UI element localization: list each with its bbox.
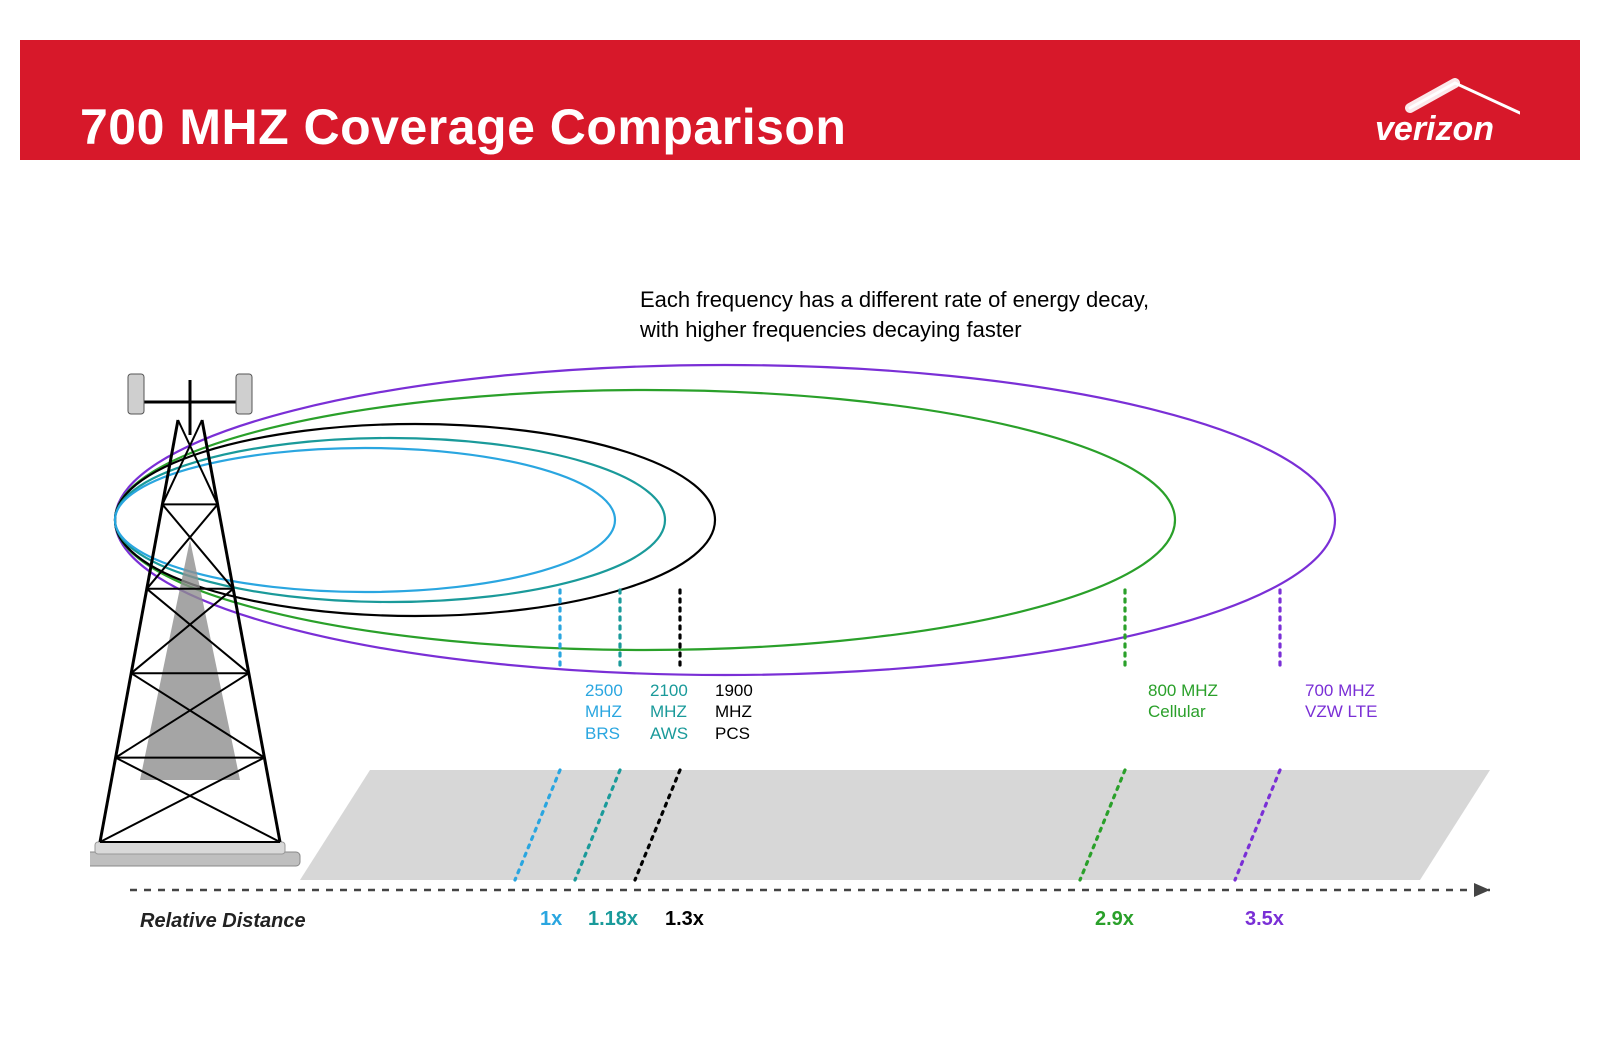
distance-label-lte: 3.5x: [1245, 908, 1284, 931]
axis-arrowhead: [1474, 883, 1490, 897]
cell-tower: [90, 374, 300, 866]
subtitle-line1: Each frequency has a different rate of e…: [640, 287, 1149, 312]
distance-label-pcs: 1.3x: [665, 908, 704, 931]
frequency-label-cell: 800 MHZCellular: [1148, 680, 1218, 723]
coverage-ellipse-lte: [115, 365, 1335, 675]
tower-base-top: [95, 842, 285, 854]
slide: 700 MHZ Coverage Comparison verizon Each…: [0, 0, 1600, 1042]
subtitle-line2: with higher frequencies decaying faster: [640, 317, 1022, 342]
distance-label-brs: 1x: [540, 908, 562, 931]
antenna-right: [236, 374, 252, 414]
ground-plane: [300, 770, 1490, 880]
slide-title: 700 MHZ Coverage Comparison: [80, 98, 846, 156]
verizon-logo: verizon: [1320, 78, 1520, 158]
frequency-label-brs: 2500MHZBRS: [585, 680, 623, 744]
frequency-label-aws: 2100MHZAWS: [650, 680, 688, 744]
coverage-diagram: [90, 340, 1520, 920]
logo-text: verizon: [1375, 110, 1494, 148]
distance-label-cell: 2.9x: [1095, 908, 1134, 931]
frequency-label-pcs: 1900MHZPCS: [715, 680, 753, 744]
title-banner: 700 MHZ Coverage Comparison verizon: [20, 40, 1580, 160]
frequency-label-lte: 700 MHZVZW LTE: [1305, 680, 1377, 723]
distance-label-aws: 1.18x: [588, 908, 638, 931]
axis-label: Relative Distance: [140, 910, 306, 933]
subtitle: Each frequency has a different rate of e…: [640, 285, 1149, 344]
antenna-left: [128, 374, 144, 414]
coverage-ellipse-cell: [115, 390, 1175, 650]
